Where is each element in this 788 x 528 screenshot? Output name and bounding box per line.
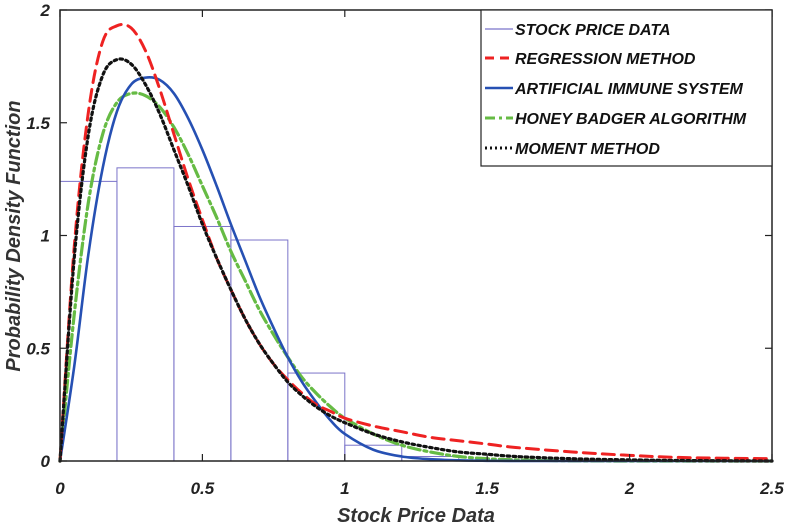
y-axis-title: Probability Density Function <box>3 100 25 371</box>
legend-label-artificial-immune-system: ARTIFICIAL IMMUNE SYSTEM <box>514 81 744 98</box>
legend-entry-moment-method: MOMENT METHOD <box>485 141 660 158</box>
legend-entry-regression-method: REGRESSION METHOD <box>485 51 696 68</box>
legend-entry-honey-badger-algorithm: HONEY BADGER ALGORITHM <box>485 111 747 128</box>
x-tick-label: 2.5 <box>759 479 784 498</box>
legend: STOCK PRICE DATA REGRESSION METHOD ARTIF… <box>480 9 773 167</box>
y-tick-label: 0.5 <box>26 339 50 358</box>
legend-label-regression-method: REGRESSION METHOD <box>515 51 696 68</box>
x-tick-label: 0 <box>55 479 65 498</box>
legend-entry-stock-price-data: STOCK PRICE DATA <box>485 22 671 39</box>
y-tick-label: 1.5 <box>26 114 50 133</box>
legend-label-honey-badger-algorithm: HONEY BADGER ALGORITHM <box>515 111 747 128</box>
y-tick-label: 0 <box>41 452 51 471</box>
x-axis-title: Stock Price Data <box>337 505 495 527</box>
legend-label-moment-method: MOMENT METHOD <box>515 141 660 158</box>
y-tick-label: 1 <box>41 227 50 246</box>
series-line-regression-method <box>58 22 774 463</box>
y-tick-label: 2 <box>40 1 51 20</box>
ticks-layer: 0 0.5 1 1.5 2 2.5 0 0.5 1 1.5 2 <box>26 1 784 498</box>
legend-label-stock-price-data: STOCK PRICE DATA <box>515 22 671 39</box>
x-tick-label: 0.5 <box>191 479 215 498</box>
legend-box <box>480 9 773 167</box>
legend-entry-artificial-immune-system: ARTIFICIAL IMMUNE SYSTEM <box>485 81 744 98</box>
x-tick-label: 1 <box>340 479 349 498</box>
x-tick-label: 2 <box>624 479 635 498</box>
x-tick-label: 1.5 <box>475 479 499 498</box>
